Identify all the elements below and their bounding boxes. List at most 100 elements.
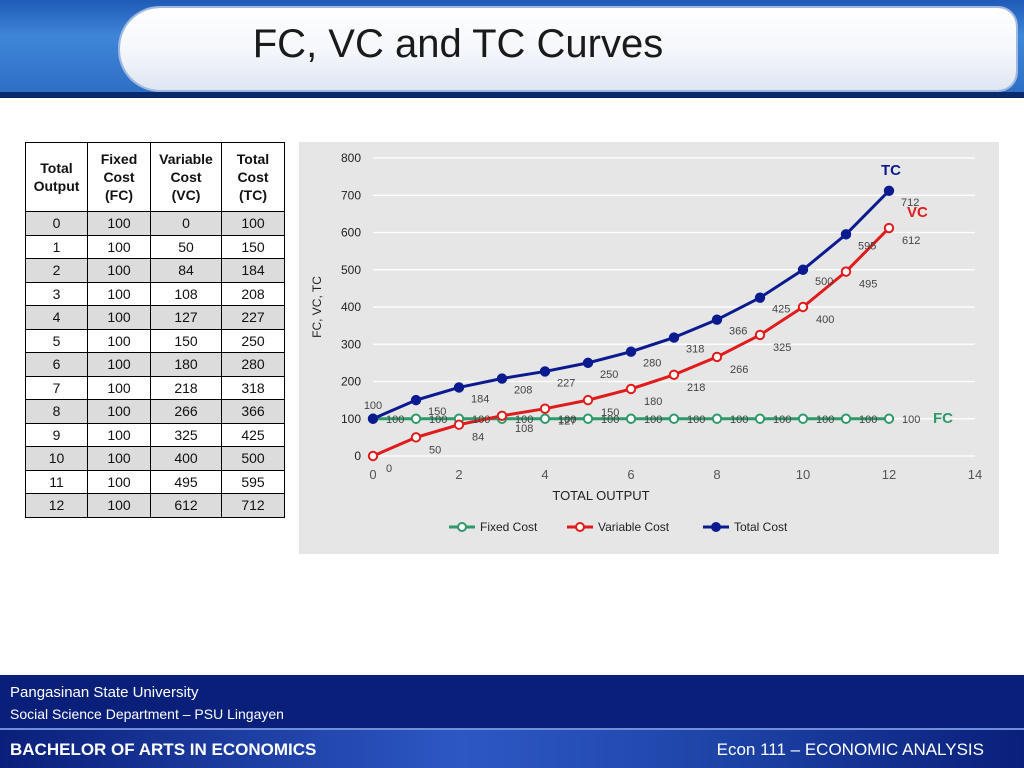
data-point	[797, 264, 809, 275]
y-tick-label: 600	[341, 226, 361, 240]
data-point	[539, 413, 551, 424]
y-tick-label: 800	[341, 151, 361, 165]
data-label: 366	[729, 326, 747, 338]
data-point	[539, 403, 551, 414]
table-cell: 318	[221, 375, 285, 400]
table-cell: 100	[87, 281, 151, 306]
table-cell: 100	[87, 234, 151, 259]
data-label: 84	[472, 432, 484, 444]
data-label: 100	[687, 414, 705, 426]
data-label: 100	[816, 414, 834, 426]
table-cell: 208	[221, 281, 285, 306]
data-point	[367, 450, 379, 462]
x-tick-label: 2	[455, 467, 462, 482]
table-cell: 7	[25, 375, 88, 400]
data-point	[711, 413, 723, 424]
table-cell: 2	[25, 258, 88, 283]
footer-divider	[0, 728, 1024, 730]
table-cell: 0	[150, 211, 222, 236]
y-tick-label: 200	[341, 375, 361, 389]
data-label: 0	[386, 463, 392, 475]
data-label: 100	[730, 414, 748, 426]
data-label: 100	[902, 414, 920, 426]
data-point	[582, 357, 594, 369]
y-tick-label: 700	[341, 188, 361, 202]
data-point	[711, 314, 723, 325]
data-label: 595	[858, 240, 876, 252]
table-cell: 100	[87, 446, 151, 471]
x-tick-label: 6	[627, 467, 634, 482]
table-cell: 495	[150, 469, 222, 494]
data-label: 100	[558, 414, 576, 426]
data-label: 100	[515, 414, 533, 426]
data-point	[539, 366, 551, 377]
data-point	[625, 383, 637, 395]
footer-department: Social Science Department – PSU Lingayen	[10, 706, 284, 722]
x-tick-label: 10	[796, 467, 810, 482]
table-cell: 100	[87, 328, 151, 353]
footer-course: Econ 111 – ECONOMIC ANALYSIS	[716, 740, 984, 759]
data-label: 100	[472, 414, 490, 426]
x-tick-label: 12	[882, 467, 896, 482]
annotation-vc: VC	[907, 204, 928, 221]
table-row: 6 100 180 280	[25, 352, 285, 377]
data-label: 208	[514, 385, 532, 397]
data-label: 318	[686, 344, 704, 356]
table-cell: 612	[150, 493, 222, 518]
data-point	[668, 332, 680, 343]
data-label: 400	[816, 314, 834, 326]
table-cell: 12	[25, 493, 88, 518]
data-label: 50	[429, 444, 441, 456]
data-point	[840, 229, 852, 240]
data-label: 150	[601, 407, 619, 419]
table-cell: 425	[221, 422, 285, 447]
y-tick-label: 500	[341, 263, 361, 277]
table-cell: 100	[221, 211, 285, 236]
table-row: 3 100 108 208	[25, 281, 285, 306]
x-axis-title: TOTAL OUTPUT	[552, 488, 649, 503]
data-point	[883, 413, 895, 424]
table-cell: 712	[221, 493, 285, 518]
data-label: 127	[558, 416, 576, 428]
table-cell: 100	[87, 375, 151, 400]
table-header-cell: Total Cost (TC)	[221, 142, 285, 212]
data-point	[367, 413, 379, 424]
table-cell: 266	[150, 399, 222, 424]
data-point	[410, 413, 422, 424]
legend-label: Variable Cost	[598, 520, 670, 534]
footer-program: BACHELOR OF ARTS IN ECONOMICS	[10, 740, 317, 759]
table-row: 12 100 612 712	[25, 493, 285, 518]
table-cell: 3	[25, 281, 88, 306]
x-tick-label: 0	[369, 467, 376, 482]
table-cell: 5	[25, 328, 88, 353]
x-tick-label: 4	[541, 467, 548, 482]
cost-table: Total Output Fixed Cost (FC) Variable Cost (VC)…	[25, 142, 285, 518]
table-cell: 325	[150, 422, 222, 447]
data-label: 100	[859, 414, 877, 426]
table-cell: 127	[150, 305, 222, 330]
table-cell: 0	[25, 211, 88, 236]
table-cell: 108	[150, 281, 222, 306]
legend-swatch-marker	[457, 522, 467, 532]
y-tick-label: 300	[341, 337, 361, 351]
y-tick-label: 0	[354, 449, 361, 463]
table-cell: 100	[87, 399, 151, 424]
table-row: 7 100 218 318	[25, 375, 285, 400]
data-label: 150	[428, 406, 446, 418]
table-body: 0 100 0 100 1 100 50 150 2 100 84 184 3 100 108 208 4 100…	[25, 211, 285, 518]
table-row: 10 100 400 500	[25, 446, 285, 471]
table-cell: 6	[25, 352, 88, 377]
table-row: 9 100 325 425	[25, 422, 285, 447]
table-cell: 9	[25, 422, 88, 447]
table-row: 4 100 127 227	[25, 305, 285, 330]
table-cell: 180	[150, 352, 222, 377]
table-row: 8 100 266 366	[25, 399, 285, 424]
table-cell: 50	[150, 234, 222, 259]
data-point	[883, 185, 895, 196]
data-label: 100	[601, 414, 619, 426]
table-cell: 500	[221, 446, 285, 471]
data-point	[410, 394, 422, 406]
table-cell: 100	[87, 493, 151, 518]
table-cell: 150	[221, 234, 285, 259]
data-point	[625, 413, 637, 424]
